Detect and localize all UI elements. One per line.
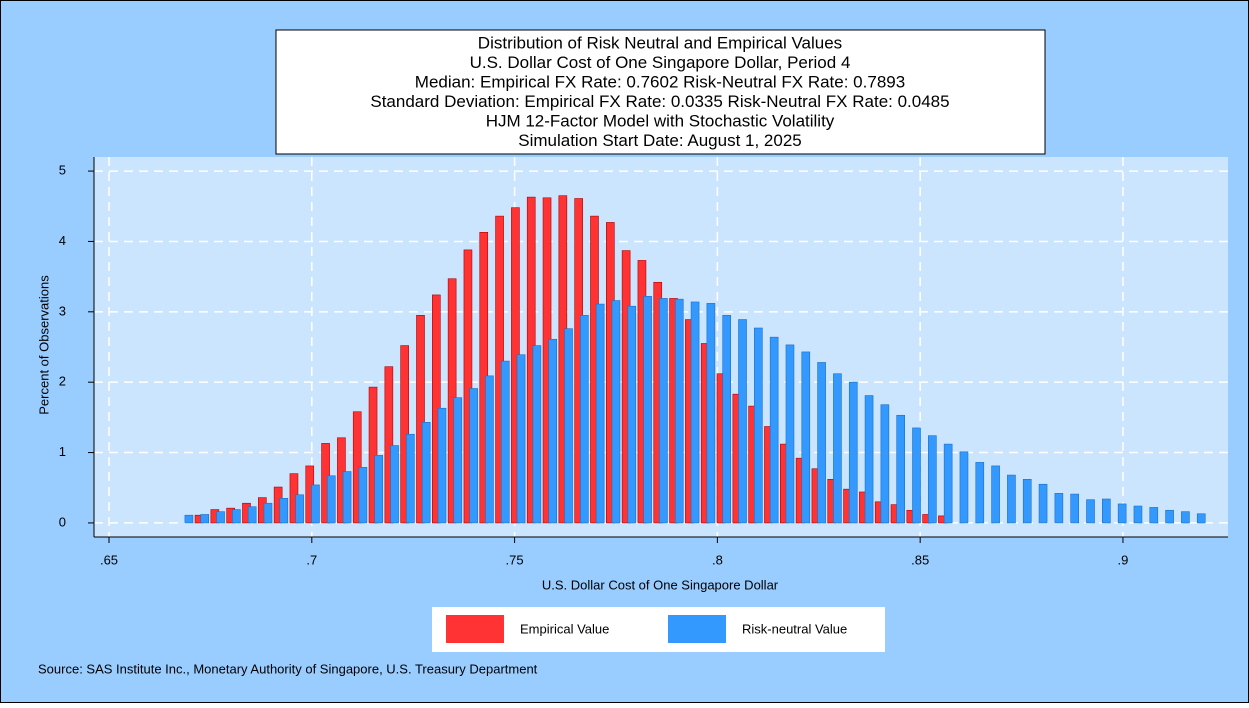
bar bbox=[406, 433, 415, 524]
legend-swatch bbox=[446, 615, 504, 643]
bar bbox=[342, 471, 352, 524]
bar bbox=[421, 421, 431, 524]
bar bbox=[295, 494, 304, 524]
bar bbox=[659, 298, 668, 524]
legend-swatch bbox=[668, 615, 726, 643]
bar bbox=[690, 301, 700, 524]
bar bbox=[928, 435, 937, 524]
legend-label: Empirical Value bbox=[520, 621, 609, 636]
x-tick-label: .7 bbox=[306, 552, 317, 567]
x-tick-label: .65 bbox=[100, 552, 118, 567]
bar bbox=[532, 345, 542, 524]
bar bbox=[1165, 509, 1174, 524]
bar bbox=[674, 298, 684, 524]
bar bbox=[912, 427, 921, 524]
bar bbox=[374, 455, 384, 524]
bar bbox=[548, 338, 558, 524]
bar bbox=[516, 354, 526, 524]
bar bbox=[463, 249, 473, 524]
bar bbox=[864, 395, 874, 524]
bar bbox=[1022, 478, 1032, 524]
bar bbox=[279, 497, 289, 524]
source-note: Source: SAS Institute Inc., Monetary Aut… bbox=[38, 661, 538, 676]
bar bbox=[580, 315, 589, 524]
bar bbox=[1149, 507, 1159, 524]
bar bbox=[311, 484, 320, 524]
bar bbox=[453, 397, 463, 524]
bar bbox=[848, 381, 858, 524]
bar bbox=[817, 362, 826, 524]
bar bbox=[390, 445, 399, 524]
bar bbox=[1102, 498, 1111, 524]
bar bbox=[975, 462, 985, 524]
bar bbox=[833, 373, 842, 524]
bar bbox=[1054, 493, 1064, 524]
title-box bbox=[275, 29, 1046, 155]
bar bbox=[1070, 493, 1079, 524]
y-tick-label: 0 bbox=[59, 514, 66, 529]
bar bbox=[611, 300, 621, 524]
x-tick-label: .85 bbox=[911, 552, 929, 567]
bar bbox=[263, 502, 273, 524]
bar bbox=[595, 303, 605, 524]
legend-label: Risk-neutral Value bbox=[742, 621, 847, 636]
bar bbox=[880, 404, 890, 524]
y-tick-label: 4 bbox=[59, 233, 66, 248]
y-tick-label: 3 bbox=[59, 303, 66, 318]
bar bbox=[643, 296, 652, 524]
x-tick-label: .75 bbox=[506, 552, 524, 567]
bar bbox=[358, 467, 368, 524]
bar bbox=[184, 514, 194, 524]
chart-title: HJM 12-Factor Model with Stochastic Vola… bbox=[486, 111, 835, 130]
bar bbox=[1196, 513, 1206, 524]
bar bbox=[1086, 499, 1095, 524]
y-axis-label: Percent of Observations bbox=[36, 275, 51, 415]
bar bbox=[722, 315, 732, 524]
bar bbox=[247, 506, 257, 524]
bar bbox=[754, 327, 763, 524]
bar bbox=[801, 351, 811, 524]
bar bbox=[959, 451, 969, 524]
bar bbox=[368, 386, 378, 524]
x-axis-label: U.S. Dollar Cost of One Singapore Dollar bbox=[542, 577, 779, 592]
bar bbox=[706, 303, 716, 524]
bar bbox=[500, 360, 510, 524]
bar bbox=[200, 514, 210, 524]
bar bbox=[232, 509, 241, 524]
bar bbox=[1181, 511, 1190, 524]
bar bbox=[216, 511, 225, 524]
bar bbox=[1038, 483, 1048, 524]
legend-box bbox=[432, 607, 885, 652]
bar bbox=[1117, 503, 1127, 524]
bar bbox=[326, 475, 336, 524]
chart-title: Simulation Start Date: August 1, 2025 bbox=[518, 131, 802, 150]
bar bbox=[769, 336, 779, 524]
chart-title: Standard Deviation: Empirical FX Rate: 0… bbox=[370, 92, 949, 111]
y-tick-label: 2 bbox=[59, 374, 66, 389]
x-tick-label: .9 bbox=[1118, 552, 1129, 567]
chart-title: Median: Empirical FX Rate: 0.7602 Risk-N… bbox=[415, 72, 905, 91]
bar bbox=[627, 305, 637, 524]
bar bbox=[943, 443, 953, 524]
bar bbox=[991, 465, 1000, 524]
bar bbox=[564, 328, 573, 524]
bar bbox=[416, 315, 425, 524]
chart-title: U.S. Dollar Cost of One Singapore Dollar… bbox=[470, 53, 851, 72]
bar bbox=[384, 366, 394, 524]
y-tick-label: 5 bbox=[59, 163, 66, 178]
bar bbox=[1007, 474, 1016, 524]
y-tick-label: 1 bbox=[59, 444, 66, 459]
bar bbox=[896, 414, 905, 524]
chart-title: Distribution of Risk Neutral and Empiric… bbox=[478, 33, 842, 52]
bar bbox=[738, 319, 747, 524]
bar bbox=[437, 407, 447, 524]
x-tick-label: .8 bbox=[712, 552, 723, 567]
bar bbox=[1133, 505, 1143, 524]
bar bbox=[785, 344, 795, 524]
bar bbox=[485, 375, 494, 524]
bar bbox=[469, 388, 478, 524]
